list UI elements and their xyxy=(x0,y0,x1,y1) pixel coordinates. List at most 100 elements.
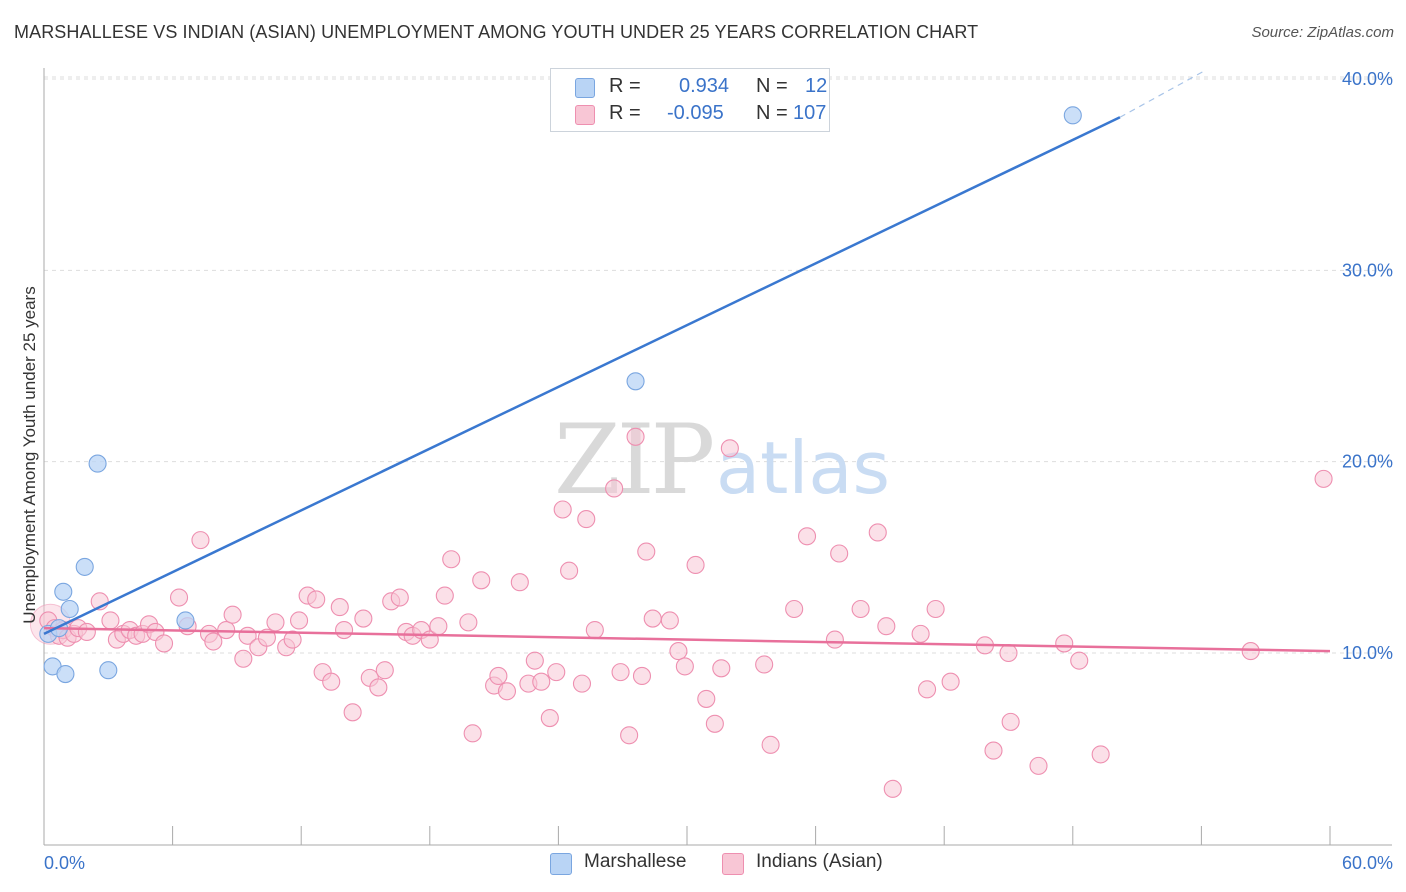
indian-point xyxy=(290,611,309,630)
indian-point xyxy=(1001,712,1020,731)
indian-point xyxy=(1241,642,1260,661)
indian-point xyxy=(585,620,604,640)
marshallese-trend-line xyxy=(43,116,1121,635)
indian-point xyxy=(675,657,694,676)
indian-point xyxy=(911,624,930,643)
legend-label: Indians (Asian) xyxy=(756,851,883,872)
chart-title: MARSHALLESE VS INDIAN (ASIAN) UNEMPLOYME… xyxy=(14,22,979,42)
axes xyxy=(43,68,1392,846)
indian-point xyxy=(257,628,276,647)
indian-point xyxy=(154,634,174,653)
indian-point xyxy=(540,709,559,728)
marshallese-point xyxy=(60,599,79,619)
indian-point xyxy=(1029,756,1048,775)
indian-point xyxy=(1055,634,1074,653)
indian-point xyxy=(375,661,394,680)
indian-point xyxy=(877,617,896,636)
indian-point xyxy=(926,599,945,619)
indian-point xyxy=(489,666,508,686)
indian-point xyxy=(532,672,551,691)
marshallese-point xyxy=(56,664,75,684)
indian-point xyxy=(712,659,731,678)
indian-point xyxy=(234,649,253,668)
marshallese-point xyxy=(626,372,645,391)
indian-point xyxy=(883,779,902,798)
indian-point xyxy=(984,741,1003,760)
indian-legend-swatch xyxy=(722,853,744,875)
r-label: R = xyxy=(609,75,641,97)
stats-legend: R = 0.934 N = 12 R = -0.095 N = 107 xyxy=(550,68,830,132)
indian-point xyxy=(525,651,544,670)
indian-point xyxy=(560,561,579,580)
indian-point xyxy=(941,672,960,691)
indian-point xyxy=(335,620,354,640)
indian-point xyxy=(547,663,566,682)
indian-point xyxy=(191,531,210,550)
indian-swatch xyxy=(575,105,595,125)
n-label: N = xyxy=(756,102,788,124)
indian-point xyxy=(204,632,223,651)
indian-point xyxy=(611,663,630,682)
marshallese-point xyxy=(99,661,118,680)
x-tick-label: 60.0% xyxy=(1342,853,1393,873)
indian-point xyxy=(720,439,739,458)
n-value: 12 xyxy=(805,75,828,97)
indian-point xyxy=(755,655,774,674)
indian-point xyxy=(307,590,326,609)
indian-point xyxy=(620,726,639,745)
x-tick-label: 0.0% xyxy=(44,853,85,873)
indian-point xyxy=(669,642,688,661)
source-label: Source: ZipAtlas.com xyxy=(1251,24,1394,41)
watermark-atlas: atlas xyxy=(716,426,890,510)
marshallese-point xyxy=(88,454,107,473)
indian-point xyxy=(553,500,572,519)
indian-point xyxy=(830,544,849,563)
marshallese-swatch xyxy=(575,78,595,98)
marshallese-point xyxy=(75,557,94,576)
indian-point xyxy=(435,586,454,605)
indian-point xyxy=(330,598,349,617)
indian-point xyxy=(572,674,592,693)
n-value: 107 xyxy=(793,102,827,124)
indian-point xyxy=(442,550,461,569)
tick-labels: 10.0% 20.0% 30.0% 40.0% 0.0% 60.0% xyxy=(44,69,1393,873)
r-value: -0.095 xyxy=(667,102,724,124)
indian-point xyxy=(390,588,409,607)
indian-point xyxy=(322,672,341,691)
indian-point xyxy=(999,643,1018,663)
indian-point xyxy=(851,599,870,619)
indian-point xyxy=(632,666,652,686)
marshallese-legend-swatch xyxy=(550,853,572,875)
indian-point xyxy=(77,622,96,642)
indian-point xyxy=(497,682,517,701)
indian-point xyxy=(101,611,120,630)
indian-point xyxy=(354,609,373,628)
indian-point xyxy=(697,689,716,708)
r-label: R = xyxy=(609,102,641,124)
indian-point xyxy=(643,609,662,628)
indian-point xyxy=(1314,469,1333,488)
indian-point xyxy=(1070,651,1089,670)
indian-point xyxy=(761,735,780,754)
indian-point xyxy=(918,680,937,699)
legend-label: Marshallese xyxy=(584,851,687,872)
y-tick-label: 30.0% xyxy=(1342,260,1393,280)
trend-lines xyxy=(43,70,1331,653)
marshallese-point xyxy=(54,582,73,601)
indian-trend-line xyxy=(43,626,1331,653)
y-tick-label: 10.0% xyxy=(1342,643,1393,663)
indian-point xyxy=(459,613,478,632)
watermark-zip: ZIP xyxy=(554,404,713,516)
gridlines xyxy=(44,76,1392,654)
indian-point xyxy=(626,427,645,446)
y-tick-label: 40.0% xyxy=(1342,69,1393,89)
r-value: 0.934 xyxy=(679,75,730,97)
indian-point xyxy=(660,611,679,630)
indian-point xyxy=(369,678,388,697)
indian-point xyxy=(463,724,482,743)
y-axis-label: Unemployment Among Youth under 25 years xyxy=(20,286,39,624)
marshallese-trend-extension xyxy=(1119,70,1204,118)
marshallese-point xyxy=(176,611,195,630)
indian-point xyxy=(577,510,596,529)
